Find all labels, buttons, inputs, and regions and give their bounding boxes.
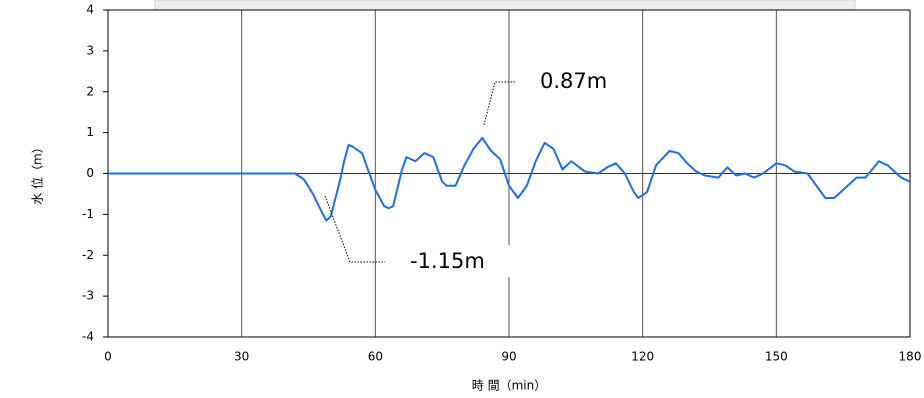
x-tick-label: 60 <box>368 350 383 364</box>
y-tick-label: -1 <box>82 207 94 221</box>
annotation: 0.87m <box>483 65 634 126</box>
line-series <box>108 136 911 222</box>
y-tick-label: -2 <box>82 248 94 262</box>
annotation-text: 0.87m <box>540 69 607 93</box>
x-tick-label: 150 <box>765 350 788 364</box>
x-tick-label: 0 <box>104 350 112 364</box>
x-tick-label: 90 <box>501 350 516 364</box>
annotation-box <box>522 65 634 97</box>
annotation-box <box>398 245 516 277</box>
y-tick-label: 3 <box>86 43 94 57</box>
y-tick-label: -3 <box>82 289 94 303</box>
y-axis-label: 水 位（m） <box>30 141 45 205</box>
plot: 0 30 60 90 120 150 180 -4 -3 -2 -1 0 1 2 3 4 <box>82 3 921 364</box>
leader-line <box>324 195 385 263</box>
y-tick-label: 2 <box>86 84 94 98</box>
y-tick-label: -4 <box>82 330 94 344</box>
x-tick-label: 120 <box>631 350 654 364</box>
leader-line <box>483 81 515 126</box>
annotation-text: -1.15m <box>410 249 485 273</box>
x-tick-label: 30 <box>234 350 249 364</box>
x-axis-label: 時 間（min） <box>472 379 546 393</box>
y-tick-label: 0 <box>86 166 94 180</box>
annotation: -1.15m <box>324 195 516 277</box>
x-tick-label: 180 <box>899 350 922 364</box>
y-tick-label: 4 <box>86 3 94 17</box>
y-tick-label: 1 <box>86 125 94 139</box>
